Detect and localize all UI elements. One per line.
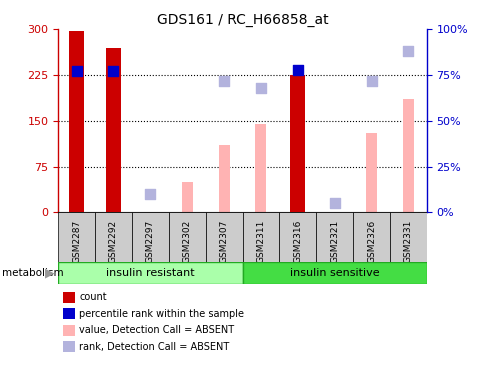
Text: GSM2311: GSM2311 (256, 220, 265, 263)
Text: GSM2292: GSM2292 (109, 220, 118, 263)
Point (404, 48, 411, 54)
Text: GSM2302: GSM2302 (182, 220, 191, 263)
Point (330, 200, 338, 206)
Bar (389, 212, 426, 262)
Bar (255, 124, 266, 212)
Point (220, 78, 227, 83)
Text: GSM2287: GSM2287 (72, 220, 81, 263)
Point (73, 68, 80, 74)
Text: GSM2321: GSM2321 (330, 220, 338, 263)
Text: GSM2297: GSM2297 (146, 220, 154, 263)
Bar (58, 262, 242, 284)
Point (367, 78, 375, 83)
Bar (365, 133, 376, 212)
Text: insulin resistant: insulin resistant (106, 268, 194, 278)
Bar (218, 145, 229, 212)
Bar (316, 212, 352, 262)
Text: ▶: ▶ (45, 266, 55, 279)
Bar (242, 262, 426, 284)
Bar (132, 212, 168, 262)
Bar (290, 75, 304, 212)
Bar (182, 182, 192, 212)
Bar (69, 31, 84, 212)
Text: value, Detection Call = ABSENT: value, Detection Call = ABSENT (79, 325, 234, 335)
Text: GSM2307: GSM2307 (219, 220, 228, 263)
Point (109, 68, 117, 74)
Bar (58, 212, 95, 262)
Text: insulin sensitive: insulin sensitive (289, 268, 378, 278)
Point (293, 67, 301, 72)
Text: count: count (79, 292, 106, 302)
Bar (205, 212, 242, 262)
Bar (106, 48, 121, 212)
Text: GSM2331: GSM2331 (403, 220, 412, 263)
Bar (95, 212, 132, 262)
Title: GDS161 / RC_H66858_at: GDS161 / RC_H66858_at (156, 13, 328, 27)
Bar (352, 212, 389, 262)
Text: GSM2326: GSM2326 (366, 220, 375, 263)
Bar (279, 212, 316, 262)
Point (257, 85, 264, 91)
Bar (402, 100, 413, 212)
Bar (242, 212, 279, 262)
Text: percentile rank within the sample: percentile rank within the sample (79, 309, 243, 319)
Point (146, 191, 154, 197)
Text: GSM2316: GSM2316 (293, 220, 302, 263)
Text: rank, Detection Call = ABSENT: rank, Detection Call = ABSENT (79, 341, 229, 352)
Text: metabolism: metabolism (2, 268, 64, 278)
Bar (168, 212, 205, 262)
